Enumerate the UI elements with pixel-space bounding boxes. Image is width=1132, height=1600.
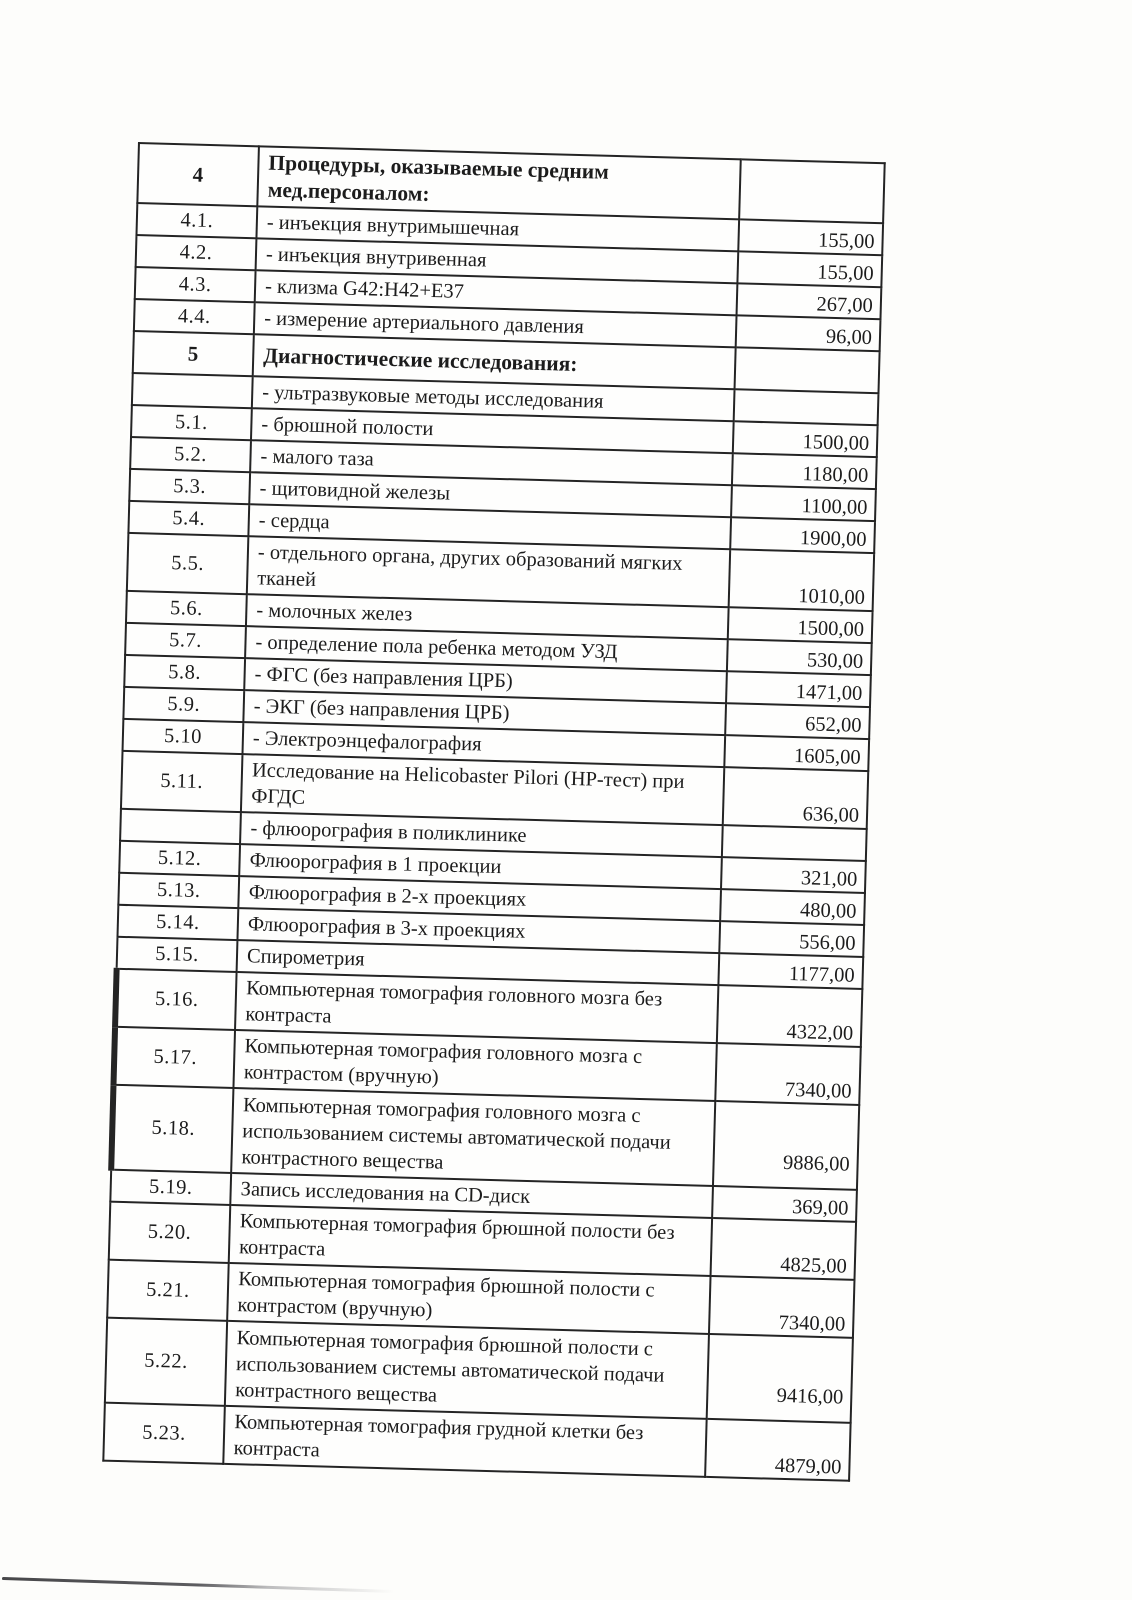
row-number: 4 <box>137 143 259 207</box>
row-number: 5.15. <box>116 936 238 973</box>
row-price: 7340,00 <box>715 1043 861 1105</box>
row-price <box>721 825 867 862</box>
row-number <box>120 808 241 845</box>
row-description: Компьютерная томография грудной клетки б… <box>223 1405 707 1477</box>
price-value: 652,00 <box>804 713 862 737</box>
row-number: 5.22. <box>104 1317 228 1406</box>
row-price: 1605,00 <box>724 735 870 772</box>
row-price: 1471,00 <box>726 671 871 708</box>
row-number: 5.23. <box>103 1402 225 1464</box>
row-number: 5.3. <box>129 468 251 505</box>
row-number <box>131 372 253 409</box>
price-value: 530,00 <box>806 649 864 673</box>
row-price: 1100,00 <box>731 485 876 522</box>
row-price <box>734 347 880 394</box>
row-price: 636,00 <box>722 767 869 830</box>
row-number: 5.18. <box>111 1084 234 1173</box>
row-number: 5.8. <box>124 654 246 691</box>
price-value: 321,00 <box>800 867 858 891</box>
price-value: 636,00 <box>802 803 860 827</box>
price-value: 1500,00 <box>802 431 870 455</box>
price-value: 7340,00 <box>784 1078 852 1103</box>
row-number: 5.12. <box>119 840 241 877</box>
row-number: 5.20. <box>108 1201 231 1263</box>
price-value: 96,00 <box>825 325 873 349</box>
row-price: 155,00 <box>737 251 883 288</box>
row-price: 652,00 <box>725 703 870 740</box>
price-table-body: 4 Процедуры, оказываемые средним мед.перс… <box>103 143 885 1481</box>
row-price <box>739 159 885 224</box>
row-number: 5.4. <box>128 500 250 537</box>
row-price: 1900,00 <box>730 517 876 554</box>
price-value: 7340,00 <box>778 1311 846 1336</box>
price-table: 4 Процедуры, оказываемые средним мед.перс… <box>100 142 886 1482</box>
row-number: 5.7. <box>125 622 246 659</box>
price-value: 4825,00 <box>779 1253 848 1278</box>
price-value: 1500,00 <box>797 617 865 641</box>
row-price: 1177,00 <box>718 953 864 989</box>
row-number: 4.4. <box>133 299 255 335</box>
price-value: 9886,00 <box>782 1151 850 1176</box>
scan-artifact-line <box>1 1577 394 1593</box>
row-number: 5.5. <box>126 532 249 595</box>
row-number: 5.10 <box>122 718 244 755</box>
price-value: 1900,00 <box>799 527 867 551</box>
row-number: 5.14. <box>117 904 239 941</box>
row-number: 5.19. <box>110 1169 232 1205</box>
row-number: 4.2. <box>135 235 257 271</box>
price-value: 155,00 <box>817 261 874 285</box>
row-price: 530,00 <box>726 639 872 676</box>
price-value: 1605,00 <box>793 745 861 769</box>
row-price: 369,00 <box>712 1185 857 1222</box>
row-price: 1180,00 <box>731 453 877 490</box>
row-number: 5.21. <box>107 1259 229 1321</box>
row-price: 321,00 <box>721 857 866 893</box>
row-number: 5.17. <box>113 1026 236 1088</box>
price-value: 480,00 <box>799 899 857 923</box>
price-value: 556,00 <box>798 931 856 955</box>
row-price: 4322,00 <box>716 985 863 1047</box>
row-number: 5.6. <box>125 590 247 627</box>
price-value: 267,00 <box>816 293 874 317</box>
row-number: 4.1. <box>136 203 258 239</box>
price-value: 4322,00 <box>786 1020 854 1045</box>
row-price: 1010,00 <box>728 549 875 612</box>
row-number: 5.11. <box>120 750 243 813</box>
row-price: 155,00 <box>738 219 884 256</box>
price-value: 1010,00 <box>798 585 866 609</box>
row-number: 5 <box>132 331 254 377</box>
row-description: Компьютерная томография головного мозга … <box>231 1087 716 1186</box>
price-value: 1180,00 <box>802 463 869 487</box>
price-value: 1177,00 <box>788 962 856 987</box>
row-price: 267,00 <box>736 283 882 320</box>
row-price <box>733 389 879 426</box>
row-price: 7340,00 <box>708 1275 855 1338</box>
document-sheet: 4 Процедуры, оказываемые средним мед.перс… <box>100 142 886 1482</box>
row-price: 9416,00 <box>706 1333 853 1423</box>
row-price: 1500,00 <box>732 421 878 458</box>
price-value: 155,00 <box>817 229 875 254</box>
row-price: 4825,00 <box>710 1217 857 1280</box>
price-value: 369,00 <box>791 1196 849 1220</box>
row-price: 1500,00 <box>727 607 873 644</box>
row-price: 556,00 <box>719 921 865 957</box>
price-value: 4879,00 <box>774 1454 842 1479</box>
row-price: 9886,00 <box>712 1101 860 1190</box>
row-price: 96,00 <box>735 315 881 352</box>
row-number: 5.1. <box>131 404 252 441</box>
price-value: 1100,00 <box>801 495 868 519</box>
row-description: Компьютерная томография брюшной полости … <box>224 1320 709 1419</box>
row-price: 4879,00 <box>705 1418 851 1481</box>
row-number: 5.2. <box>130 436 251 473</box>
row-number: 5.9. <box>123 686 245 723</box>
row-price: 480,00 <box>720 889 865 925</box>
price-value: 1471,00 <box>795 681 863 705</box>
row-number: 5.16. <box>115 968 237 1031</box>
price-value: 9416,00 <box>776 1384 844 1409</box>
row-number: 5.13. <box>118 872 240 909</box>
row-number: 4.3. <box>134 267 256 303</box>
